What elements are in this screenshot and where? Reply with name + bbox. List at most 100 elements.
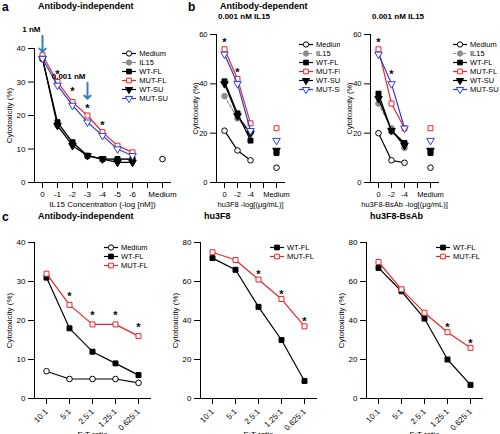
svg-text:20: 20 (349, 355, 358, 364)
svg-text:60: 60 (183, 277, 192, 286)
svg-text:60: 60 (349, 277, 358, 286)
svg-text:30: 30 (17, 277, 26, 286)
svg-text:-2: -2 (69, 190, 77, 199)
svg-text:E:T ratio: E:T ratio (77, 430, 108, 434)
svg-text:*: * (256, 268, 261, 280)
svg-text:0.625:1: 0.625:1 (282, 407, 308, 433)
svg-text:0.625:1: 0.625:1 (116, 407, 142, 433)
html-text:WT-FL: WT-FL (139, 67, 162, 76)
svg-text:-6: -6 (129, 190, 137, 199)
svg-text:E:T ratio: E:T ratio (243, 430, 274, 434)
svg-text:0: 0 (222, 190, 226, 199)
svg-text:5:1: 5:1 (58, 407, 73, 422)
svg-text:10:1: 10:1 (32, 407, 50, 425)
svg-text:Medium: Medium (417, 190, 444, 199)
svg-text:20: 20 (17, 316, 26, 325)
svg-text:0: 0 (203, 178, 207, 187)
html-text:WT-SU: WT-SU (139, 85, 164, 94)
svg-text:-5: -5 (114, 190, 122, 199)
svg-text:80: 80 (183, 238, 192, 247)
svg-text:-1: -1 (54, 190, 62, 199)
svg-text:*: * (70, 85, 75, 97)
svg-text:40: 40 (17, 44, 26, 53)
svg-text:*: * (90, 309, 95, 321)
svg-text:*: * (468, 337, 473, 349)
html-text:Antibody-independent: Antibody-independent (38, 211, 134, 221)
svg-text:0: 0 (40, 190, 45, 199)
svg-text:-3: -3 (84, 190, 92, 199)
svg-text:0: 0 (187, 394, 192, 403)
svg-text:1.25:1: 1.25:1 (262, 407, 285, 430)
svg-text:-2: -2 (388, 190, 395, 199)
svg-text:20: 20 (353, 129, 361, 138)
svg-text:*: * (113, 309, 118, 321)
svg-text:*: * (389, 68, 394, 80)
svg-text:0: 0 (357, 178, 361, 187)
svg-text:E:T ratio: E:T ratio (409, 430, 440, 434)
html-text:Medium: Medium (139, 49, 166, 58)
svg-text:0: 0 (376, 190, 380, 199)
svg-text:60: 60 (353, 30, 361, 39)
svg-text:0.001 nM: 0.001 nM (51, 72, 86, 82)
svg-text:Cytotoxicity (%): Cytotoxicity (%) (5, 292, 14, 348)
svg-text:2.5:1: 2.5:1 (243, 407, 262, 426)
svg-text:20: 20 (17, 111, 26, 120)
svg-text:Cytotoxicity (%): Cytotoxicity (%) (171, 292, 180, 348)
svg-text:Cytotoxicity (%): Cytotoxicity (%) (337, 292, 346, 348)
svg-text:*: * (376, 36, 381, 48)
svg-text:10: 10 (17, 355, 26, 364)
svg-text:*: * (85, 102, 90, 114)
svg-text:40: 40 (183, 316, 192, 325)
svg-text:Cytotoxicity (%): Cytotoxicity (%) (345, 82, 354, 135)
svg-text:1.25:1: 1.25:1 (428, 407, 451, 430)
svg-text:40: 40 (349, 316, 358, 325)
svg-text:30: 30 (17, 78, 26, 87)
svg-text:-4: -4 (247, 190, 254, 199)
svg-text:20: 20 (183, 355, 192, 364)
svg-text:80: 80 (349, 238, 358, 247)
html-text:hu3F8-BsAb: hu3F8-BsAb (370, 211, 423, 221)
html-text:IL15: IL15 (139, 58, 154, 67)
svg-text:-2: -2 (234, 190, 241, 199)
svg-text:40: 40 (17, 238, 26, 247)
svg-text:0.625:1: 0.625:1 (448, 407, 474, 433)
svg-text:*: * (279, 288, 284, 300)
svg-text:hu3F8-BsAb -log[(μg/mL)]: hu3F8-BsAb -log[(μg/mL)] (361, 200, 447, 209)
svg-text:*: * (55, 68, 60, 80)
svg-text:1.25:1: 1.25:1 (96, 407, 119, 430)
svg-text:*: * (445, 321, 450, 333)
svg-text:40: 40 (199, 79, 207, 88)
svg-text:-4: -4 (99, 190, 107, 199)
svg-text:*: * (100, 119, 105, 131)
svg-text:*: * (302, 315, 307, 327)
html-text:hu3F8: hu3F8 (204, 211, 231, 221)
svg-text:*: * (67, 290, 72, 302)
svg-text:*: * (235, 66, 240, 78)
svg-text:Medium: Medium (148, 190, 177, 199)
svg-text:2.5:1: 2.5:1 (77, 407, 96, 426)
svg-text:Cytotoxicity (%): Cytotoxicity (%) (191, 82, 200, 135)
html-text:MUT-FL: MUT-FL (139, 76, 167, 85)
svg-text:20: 20 (199, 129, 207, 138)
svg-text:10: 10 (17, 145, 26, 154)
svg-text:2.5:1: 2.5:1 (409, 407, 428, 426)
svg-text:10:1: 10:1 (364, 407, 382, 425)
svg-text:10:1: 10:1 (198, 407, 216, 425)
svg-text:0: 0 (353, 394, 358, 403)
svg-text:40: 40 (353, 79, 361, 88)
svg-text:0: 0 (21, 394, 26, 403)
html-text:Antibody-independent: Antibody-independent (38, 1, 134, 11)
svg-text:Cytotoxicity (%): Cytotoxicity (%) (5, 87, 14, 143)
svg-text:*: * (136, 321, 141, 333)
svg-text:0: 0 (21, 178, 26, 187)
html-text:Antibody-dependent: Antibody-dependent (220, 1, 308, 11)
svg-text:5:1: 5:1 (390, 407, 405, 422)
svg-text:-4: -4 (401, 190, 408, 199)
svg-text:1 nM: 1 nM (22, 25, 41, 34)
svg-text:Medium: Medium (263, 190, 290, 199)
svg-text:*: * (222, 36, 227, 48)
svg-text:hu3F8 -log[(μg/mL)]: hu3F8 -log[(μg/mL)] (217, 200, 283, 209)
svg-text:IL15 Concentration (-log [nM]): IL15 Concentration (-log [nM]) (49, 200, 156, 209)
svg-text:60: 60 (199, 30, 207, 39)
svg-text:5:1: 5:1 (224, 407, 239, 422)
